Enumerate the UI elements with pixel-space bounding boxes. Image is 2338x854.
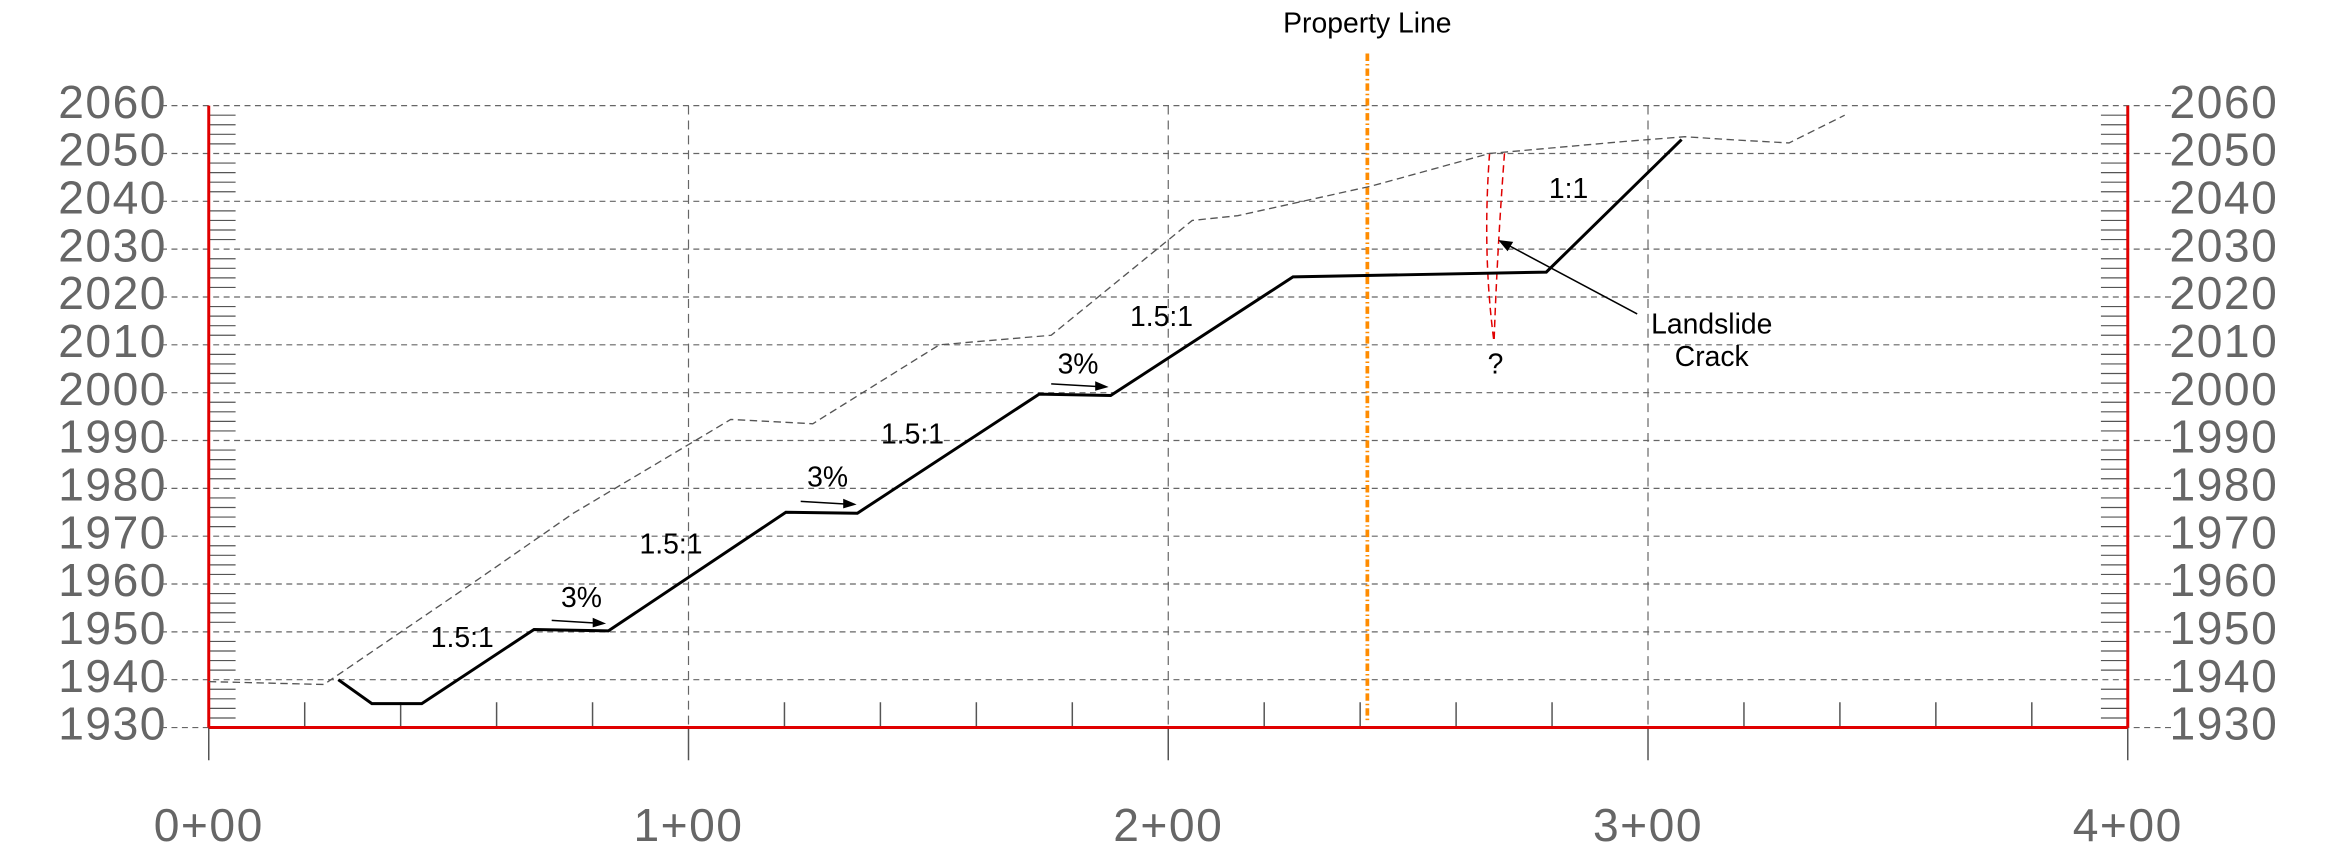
y-tick-label: 1970: [58, 506, 167, 558]
y-tick-label: 1980: [2170, 459, 2279, 511]
y-tick-label: 2050: [2170, 124, 2279, 176]
x-tick-label: 3+00: [1593, 799, 1703, 851]
y-tick-label: 2040: [2170, 172, 2279, 224]
profile-line: [208, 114, 1846, 686]
y-tick-label: 1940: [2170, 650, 2279, 702]
y-tick-label: 1950: [58, 602, 167, 654]
slope-label: 1.5:1: [1130, 300, 1193, 332]
y-tick-label: 1990: [2170, 411, 2279, 463]
slope-label: 1.5:1: [639, 528, 702, 560]
y-tick-label: 2010: [2170, 315, 2279, 367]
y-tick-label: 2020: [2170, 267, 2279, 319]
y-tick-label: 1970: [2170, 506, 2279, 558]
x-tick-label: 1+00: [633, 799, 743, 851]
landslide-crack: [1485, 153, 1506, 343]
slope-label: 1.5:1: [431, 621, 494, 653]
x-tick-label: 4+00: [2073, 799, 2183, 851]
leader-arrow: [1498, 240, 1638, 315]
x-tick-label: 2+00: [1113, 799, 1223, 851]
y-tick-label: 1930: [58, 698, 167, 750]
y-tick-label: 2010: [58, 315, 167, 367]
grade-label: 3%: [807, 461, 848, 493]
y-tick-label: 2030: [2170, 219, 2279, 271]
grid: [161, 105, 2176, 761]
y-tick-label: 1960: [58, 554, 167, 606]
y-tick-label: 2050: [58, 124, 167, 176]
landslide-label: Crack: [1675, 340, 1750, 372]
question-mark: ?: [1488, 347, 1504, 379]
x-tick-label: 0+00: [154, 799, 264, 851]
y-tick-label: 1930: [2170, 698, 2279, 750]
y-tick-label: 2060: [58, 76, 167, 128]
y-tick-label: 2040: [58, 172, 167, 224]
property-line-label: Property Line: [1283, 7, 1451, 39]
y-tick-label: 1980: [58, 459, 167, 511]
slope-label: 1:1: [1549, 172, 1588, 204]
grade-arrows: [551, 381, 1109, 628]
y-tick-label: 1990: [58, 411, 167, 463]
y-tick-label: 2020: [58, 267, 167, 319]
landslide-label: Landslide: [1651, 307, 1772, 339]
y-tick-label: 1950: [2170, 602, 2279, 654]
y-tick-label: 1960: [2170, 554, 2279, 606]
y-tick-label: 2000: [2170, 363, 2279, 415]
slope-label: 1.5:1: [881, 417, 944, 449]
profile-line: [337, 138, 1683, 706]
grade-label: 3%: [561, 581, 602, 613]
y-tick-label: 2000: [58, 363, 167, 415]
y-tick-label: 2030: [58, 219, 167, 271]
grade-label: 3%: [1058, 347, 1099, 379]
y-tick-label: 2060: [2170, 76, 2279, 128]
y-tick-label: 1940: [58, 650, 167, 702]
annotations: 1.5:1 1.5:1 1.5:1 1.5:1 3% 3% 3% 1:1 ? L…: [431, 172, 1773, 653]
